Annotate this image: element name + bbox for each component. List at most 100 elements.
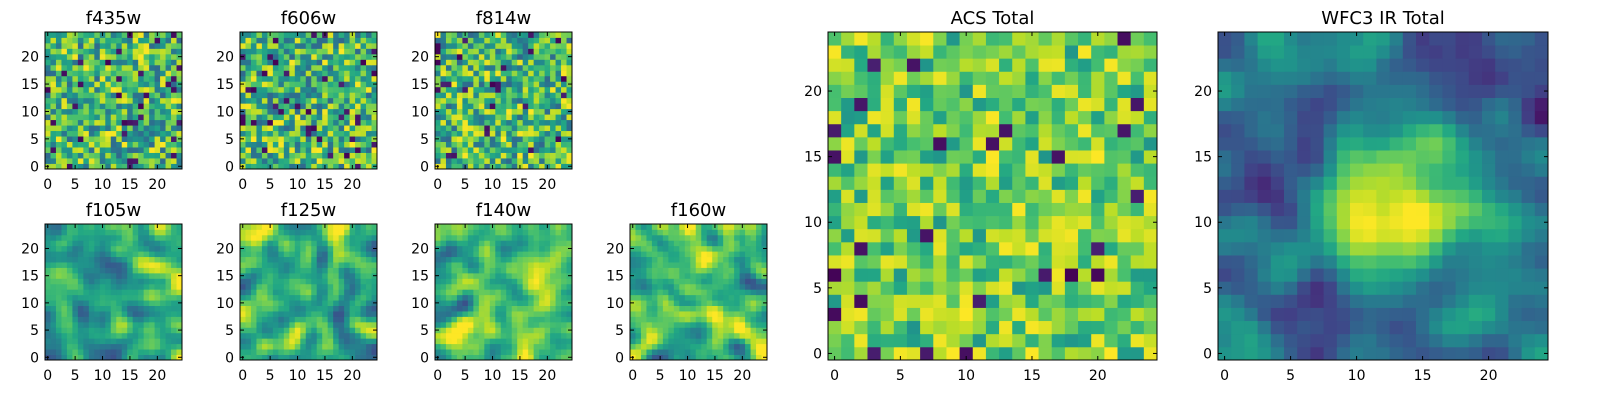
heatmap-cell: [338, 234, 345, 241]
heatmap-cell: [327, 245, 334, 252]
heatmap-cell: [662, 305, 669, 312]
heatmap-cell: [539, 108, 545, 115]
heatmap-cell: [250, 234, 257, 241]
heatmap-cell: [278, 321, 285, 328]
heatmap-cell: [1117, 202, 1132, 217]
heatmap-cell: [349, 108, 356, 115]
heatmap-cell: [61, 311, 68, 317]
heatmap-cell: [506, 32, 513, 38]
heatmap-cell: [143, 125, 150, 132]
heatmap-cell: [165, 262, 172, 268]
heatmap-cell: [511, 300, 518, 306]
heatmap-cell: [300, 48, 307, 55]
heatmap-cell: [511, 37, 518, 44]
heatmap-cell: [484, 343, 491, 350]
heatmap-cell: [712, 272, 719, 279]
heatmap-cell: [278, 130, 285, 137]
heatmap-cell: [484, 92, 491, 99]
heatmap-cell: [533, 86, 540, 93]
heatmap-cell: [445, 103, 452, 110]
heatmap-cell: [484, 234, 491, 241]
heatmap-cell: [761, 316, 768, 323]
heatmap-cell: [165, 114, 172, 121]
heatmap-cell: [45, 321, 51, 328]
heatmap-cell: [528, 103, 535, 110]
heatmap-cell: [500, 125, 507, 132]
heatmap-cell: [289, 86, 296, 93]
heatmap-cell: [528, 256, 535, 263]
heatmap-cell: [462, 251, 469, 258]
heatmap-cell: [539, 332, 545, 339]
heatmap-cell: [61, 42, 68, 49]
heatmap-cell: [83, 300, 90, 306]
heatmap-cell: [245, 294, 252, 301]
heatmap-cell: [999, 333, 1013, 348]
heatmap-cell: [250, 332, 257, 339]
heatmap-cell: [105, 294, 112, 301]
heatmap-cell: [300, 119, 307, 126]
heatmap-cell: [349, 86, 356, 93]
heatmap-cell: [55, 32, 62, 38]
heatmap-cell: [500, 81, 507, 88]
heatmap-cell: [734, 283, 740, 290]
heatmap-cell: [959, 320, 974, 335]
heatmap-cell: [999, 307, 1013, 322]
heatmap-cell: [679, 278, 686, 285]
heatmap-cell: [267, 311, 274, 317]
heatmap-cell: [333, 141, 340, 148]
heatmap-cell: [467, 234, 474, 241]
heatmap-cell: [440, 349, 447, 355]
heatmap-cell: [289, 81, 296, 88]
heatmap-cell: [360, 300, 367, 306]
heatmap-cell: [880, 202, 895, 217]
heatmap-cell: [544, 229, 551, 236]
heatmap-cell: [45, 97, 51, 104]
heatmap-cell: [240, 59, 246, 66]
heatmap-cell: [906, 189, 921, 203]
heatmap-cell: [121, 251, 128, 258]
heatmap-cell: [500, 114, 507, 121]
heatmap-cell: [561, 59, 567, 66]
heatmap-cell: [533, 234, 540, 241]
heatmap-cell: [355, 130, 361, 137]
heatmap-cell: [165, 32, 172, 38]
heatmap-cell: [240, 97, 246, 104]
heatmap-cell: [920, 281, 934, 295]
heatmap-cell: [121, 278, 128, 285]
heatmap-cell: [333, 354, 340, 361]
heatmap-cell: [946, 294, 960, 308]
heatmap-cell: [311, 283, 318, 290]
heatmap-cell: [756, 354, 762, 361]
heatmap-cell: [327, 294, 334, 301]
heatmap-cell: [50, 283, 57, 290]
heatmap-cell: [55, 354, 62, 361]
heatmap-cell: [45, 283, 51, 290]
heatmap-cell: [985, 189, 1000, 203]
heatmap-cell: [489, 70, 496, 77]
heatmap-cell: [245, 316, 252, 323]
heatmap-cell: [355, 97, 361, 104]
heatmap-cell: [566, 267, 573, 274]
heatmap-cell: [88, 75, 95, 82]
heatmap-cell: [261, 262, 268, 268]
heatmap-cell: [561, 163, 567, 170]
heatmap-cell: [717, 262, 724, 268]
heatmap-cell: [349, 256, 356, 263]
heatmap-cell: [289, 42, 296, 49]
heatmap-cell: [544, 64, 551, 71]
heatmap-cell: [539, 103, 545, 110]
heatmap-cell: [690, 343, 697, 350]
heatmap-cell: [355, 316, 361, 323]
heatmap-cell: [311, 37, 318, 44]
heatmap-cell: [322, 53, 329, 60]
heatmap-cell: [127, 332, 134, 339]
heatmap-cell: [165, 332, 172, 339]
heatmap-cell: [445, 229, 452, 236]
heatmap-cell: [1130, 228, 1145, 243]
heatmap-cell: [116, 37, 123, 44]
heatmap-cell: [484, 289, 491, 296]
heatmap-cell: [116, 75, 123, 82]
heatmap-cell: [1012, 320, 1026, 335]
heatmap-cell: [533, 305, 540, 312]
heatmap-cell: [739, 289, 746, 296]
